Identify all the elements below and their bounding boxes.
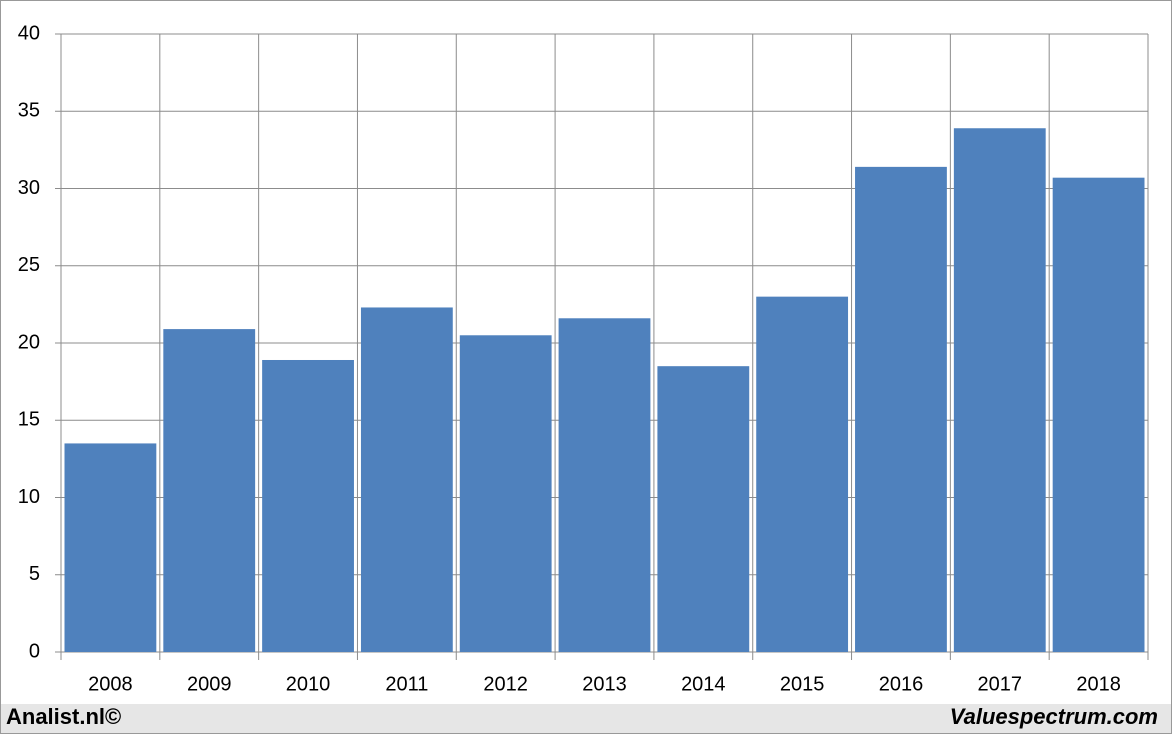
y-tick-label: 25 [18, 254, 40, 276]
y-tick-label: 10 [18, 486, 40, 508]
x-tick-label: 2016 [879, 673, 924, 695]
x-tick-label: 2018 [1076, 673, 1121, 695]
bar [756, 296, 849, 652]
x-tick-label: 2011 [385, 673, 428, 695]
x-tick-label: 2013 [582, 673, 627, 695]
bar [657, 366, 750, 652]
x-tick-label: 2015 [780, 673, 825, 695]
y-tick-label: 0 [29, 640, 40, 662]
bar [360, 307, 453, 652]
footer-right: Valuespectrum.com [950, 704, 1158, 729]
y-tick-label: 5 [29, 563, 40, 585]
bar [1052, 177, 1145, 652]
footer-left: Analist.nl© [6, 704, 121, 729]
bar [855, 166, 947, 652]
y-tick-label: 30 [18, 177, 40, 199]
x-tick-label: 2010 [286, 673, 331, 695]
footer-bar [1, 704, 1171, 733]
x-tick-label: 2017 [978, 673, 1023, 695]
bar [64, 443, 157, 652]
x-tick-label: 2008 [88, 673, 133, 695]
bar [558, 318, 651, 652]
y-tick-label: 20 [18, 331, 40, 353]
y-tick-label: 40 [18, 22, 40, 44]
bar [459, 335, 552, 652]
x-tick-label: 2012 [483, 673, 528, 695]
bar [262, 359, 354, 652]
x-tick-label: 2009 [187, 673, 232, 695]
x-tick-label: 2014 [681, 673, 726, 695]
y-tick-label: 35 [18, 100, 40, 122]
bar [163, 329, 256, 652]
y-tick-label: 15 [18, 409, 40, 431]
bar [953, 128, 1046, 652]
